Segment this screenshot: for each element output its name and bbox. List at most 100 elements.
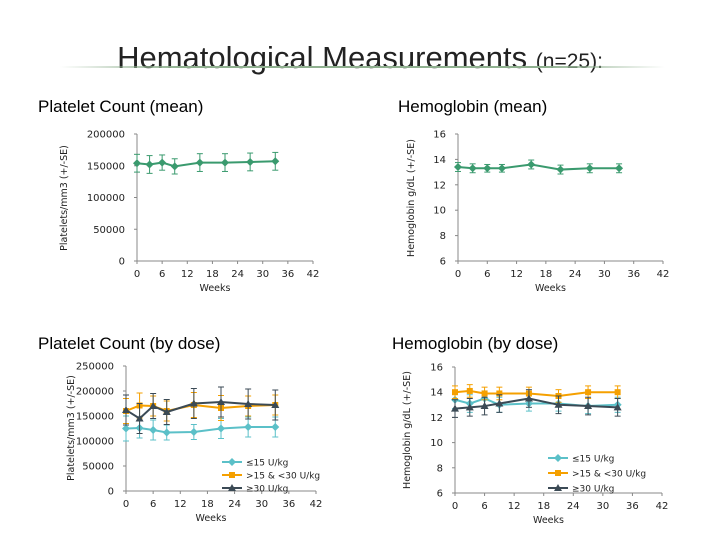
chart1-series0-point	[483, 164, 492, 173]
chart2-series2-point	[271, 401, 280, 408]
chart1-series0-point	[497, 164, 506, 173]
chart0-series0-point	[170, 162, 179, 171]
chart1-x-tick-label: 30	[598, 269, 611, 280]
chart2-series2-point	[162, 408, 171, 415]
chart2-series2-point	[189, 399, 198, 407]
chart2-legend-marker	[228, 458, 236, 466]
chart2-series0-point	[244, 423, 253, 431]
chart3-x-tick-label: 36	[626, 501, 639, 512]
chart2-series0-point	[162, 428, 171, 437]
chart1-series0-line	[457, 163, 620, 171]
chart-title-platelet-mean: Platelet Count (mean)	[38, 97, 204, 116]
chart2-x-tick-label: 30	[255, 499, 268, 510]
chart1-y-tick-label: 14	[433, 155, 446, 166]
chart3-legend-marker	[555, 470, 561, 476]
chart0-x-tick-label: 30	[256, 269, 269, 280]
chart2-series0-point	[189, 428, 198, 436]
chart-title-platelet-dose: Platelet Count (by dose)	[38, 334, 221, 353]
chart3-x-tick-label: 6	[481, 501, 487, 512]
chart3-x-tick-label: 12	[508, 501, 521, 512]
chart3-y-axis-label: Hemoglobin g/dL (+/-SE)	[402, 371, 413, 489]
chart3-series2-point	[495, 399, 504, 407]
chart3-x-tick-label: 0	[452, 501, 458, 512]
chart2-y-tick-label: 250000	[76, 362, 114, 373]
chart1-x-tick-label: 6	[484, 269, 490, 280]
chart2-series2-point	[149, 402, 158, 409]
chart-title-hemoglobin-mean: Hemoglobin (mean)	[398, 97, 548, 116]
chart3-legend-marker	[554, 484, 562, 491]
chart3-y-tick-label: 16	[430, 363, 443, 374]
chart3-legend-marker	[554, 454, 562, 462]
chart2-series2-point	[122, 406, 130, 413]
chart3-x-tick-label: 42	[656, 501, 669, 512]
chart3-x-tick-label: 18	[537, 501, 550, 512]
chart2-series0-point	[149, 426, 158, 434]
chart2-legend-marker	[229, 472, 235, 478]
chart1-x-tick-label: 36	[627, 269, 640, 280]
chart3-legend-label: >15 & <30 U/kg	[572, 470, 646, 480]
chart2-x-tick-label: 12	[174, 499, 187, 510]
chart1-x-tick-label: 0	[455, 269, 461, 280]
chart0-series0-point	[195, 158, 204, 167]
chart3-series2-point	[613, 403, 622, 411]
chart0-x-tick-label: 24	[231, 269, 244, 280]
chart2-y-tick-label: 100000	[76, 437, 114, 448]
chart3-y-tick-label: 10	[430, 438, 443, 449]
chart2-series0-point	[271, 423, 280, 431]
chart0-x-tick-label: 6	[159, 269, 165, 280]
chart1-series0-point	[454, 163, 462, 172]
chart1-y-tick-label: 16	[433, 130, 446, 141]
chart0-y-tick-label: 150000	[87, 161, 125, 172]
chart2-series0-point	[217, 424, 225, 433]
chart2-legend-label: >15 & <30 U/kg	[246, 472, 320, 482]
chart3-series1-line	[454, 389, 618, 397]
chart2-x-tick-label: 6	[150, 499, 156, 510]
chart2-x-tick-label: 24	[228, 499, 241, 510]
chart2-x-tick-label: 18	[201, 499, 214, 510]
chart3-y-tick-label: 14	[430, 388, 443, 399]
chart0-series0-point	[246, 157, 255, 166]
chart3-legend-label: ≥30 U/kg	[572, 485, 614, 495]
chart0-y-tick-label: 0	[119, 257, 125, 268]
chart2-series2-point	[217, 398, 225, 405]
chart1-x-tick-label: 24	[569, 269, 582, 280]
chart3-series1-point	[496, 390, 503, 397]
title-divider	[60, 66, 665, 68]
chart2-series2-point	[135, 414, 144, 422]
chart0-y-axis-label: Platelets/mm3 (+/-SE)	[59, 145, 70, 251]
chart1-y-tick-label: 10	[433, 206, 446, 217]
chart0-y-tick-label: 50000	[93, 225, 125, 236]
chart0-series0-point	[158, 158, 167, 167]
chart2-series0-point	[122, 424, 130, 433]
chart3-legend-label: ≤15 U/kg	[572, 455, 614, 465]
chart2-y-tick-label: 50000	[82, 462, 114, 473]
chart1-series0-point	[556, 165, 565, 174]
chart2-legend-label: ≥30 U/kg	[246, 485, 288, 495]
chart1-x-tick-label: 12	[510, 269, 523, 280]
chart0-x-tick-label: 42	[307, 269, 320, 280]
chart0-x-tick-label: 36	[281, 269, 294, 280]
chart0-x-tick-label: 18	[206, 269, 219, 280]
page-title-text: Hematological Measurements	[117, 40, 528, 75]
chart3-series2-point	[480, 402, 489, 410]
chart1-x-tick-label: 42	[657, 269, 670, 280]
chart2-legend-marker	[228, 484, 236, 491]
chart0-series0-point	[145, 160, 154, 169]
chart1-series0-point	[468, 164, 477, 173]
chart1-series0-point	[527, 160, 536, 169]
chart3-x-tick-label: 24	[567, 501, 580, 512]
chart2-y-tick-label: 0	[108, 487, 114, 498]
chart3-series1-point	[614, 389, 621, 396]
chart2-series0-line	[125, 426, 276, 434]
chart2-y-axis-label: Platelets/mm3 (+/-SE)	[66, 375, 77, 481]
chart3-series2-point	[554, 400, 563, 408]
chart1-y-tick-label: 6	[440, 257, 446, 268]
chart0-x-axis-label: Weeks	[200, 283, 231, 294]
chart2-legend-label: ≤15 U/kg	[246, 459, 288, 469]
chart0-y-tick-label: 200000	[87, 130, 125, 141]
chart2-x-axis-label: Weeks	[196, 513, 227, 524]
chart2-x-tick-label: 0	[123, 499, 129, 510]
chart3-y-tick-label: 6	[437, 489, 443, 500]
chart1-x-tick-label: 18	[539, 269, 552, 280]
